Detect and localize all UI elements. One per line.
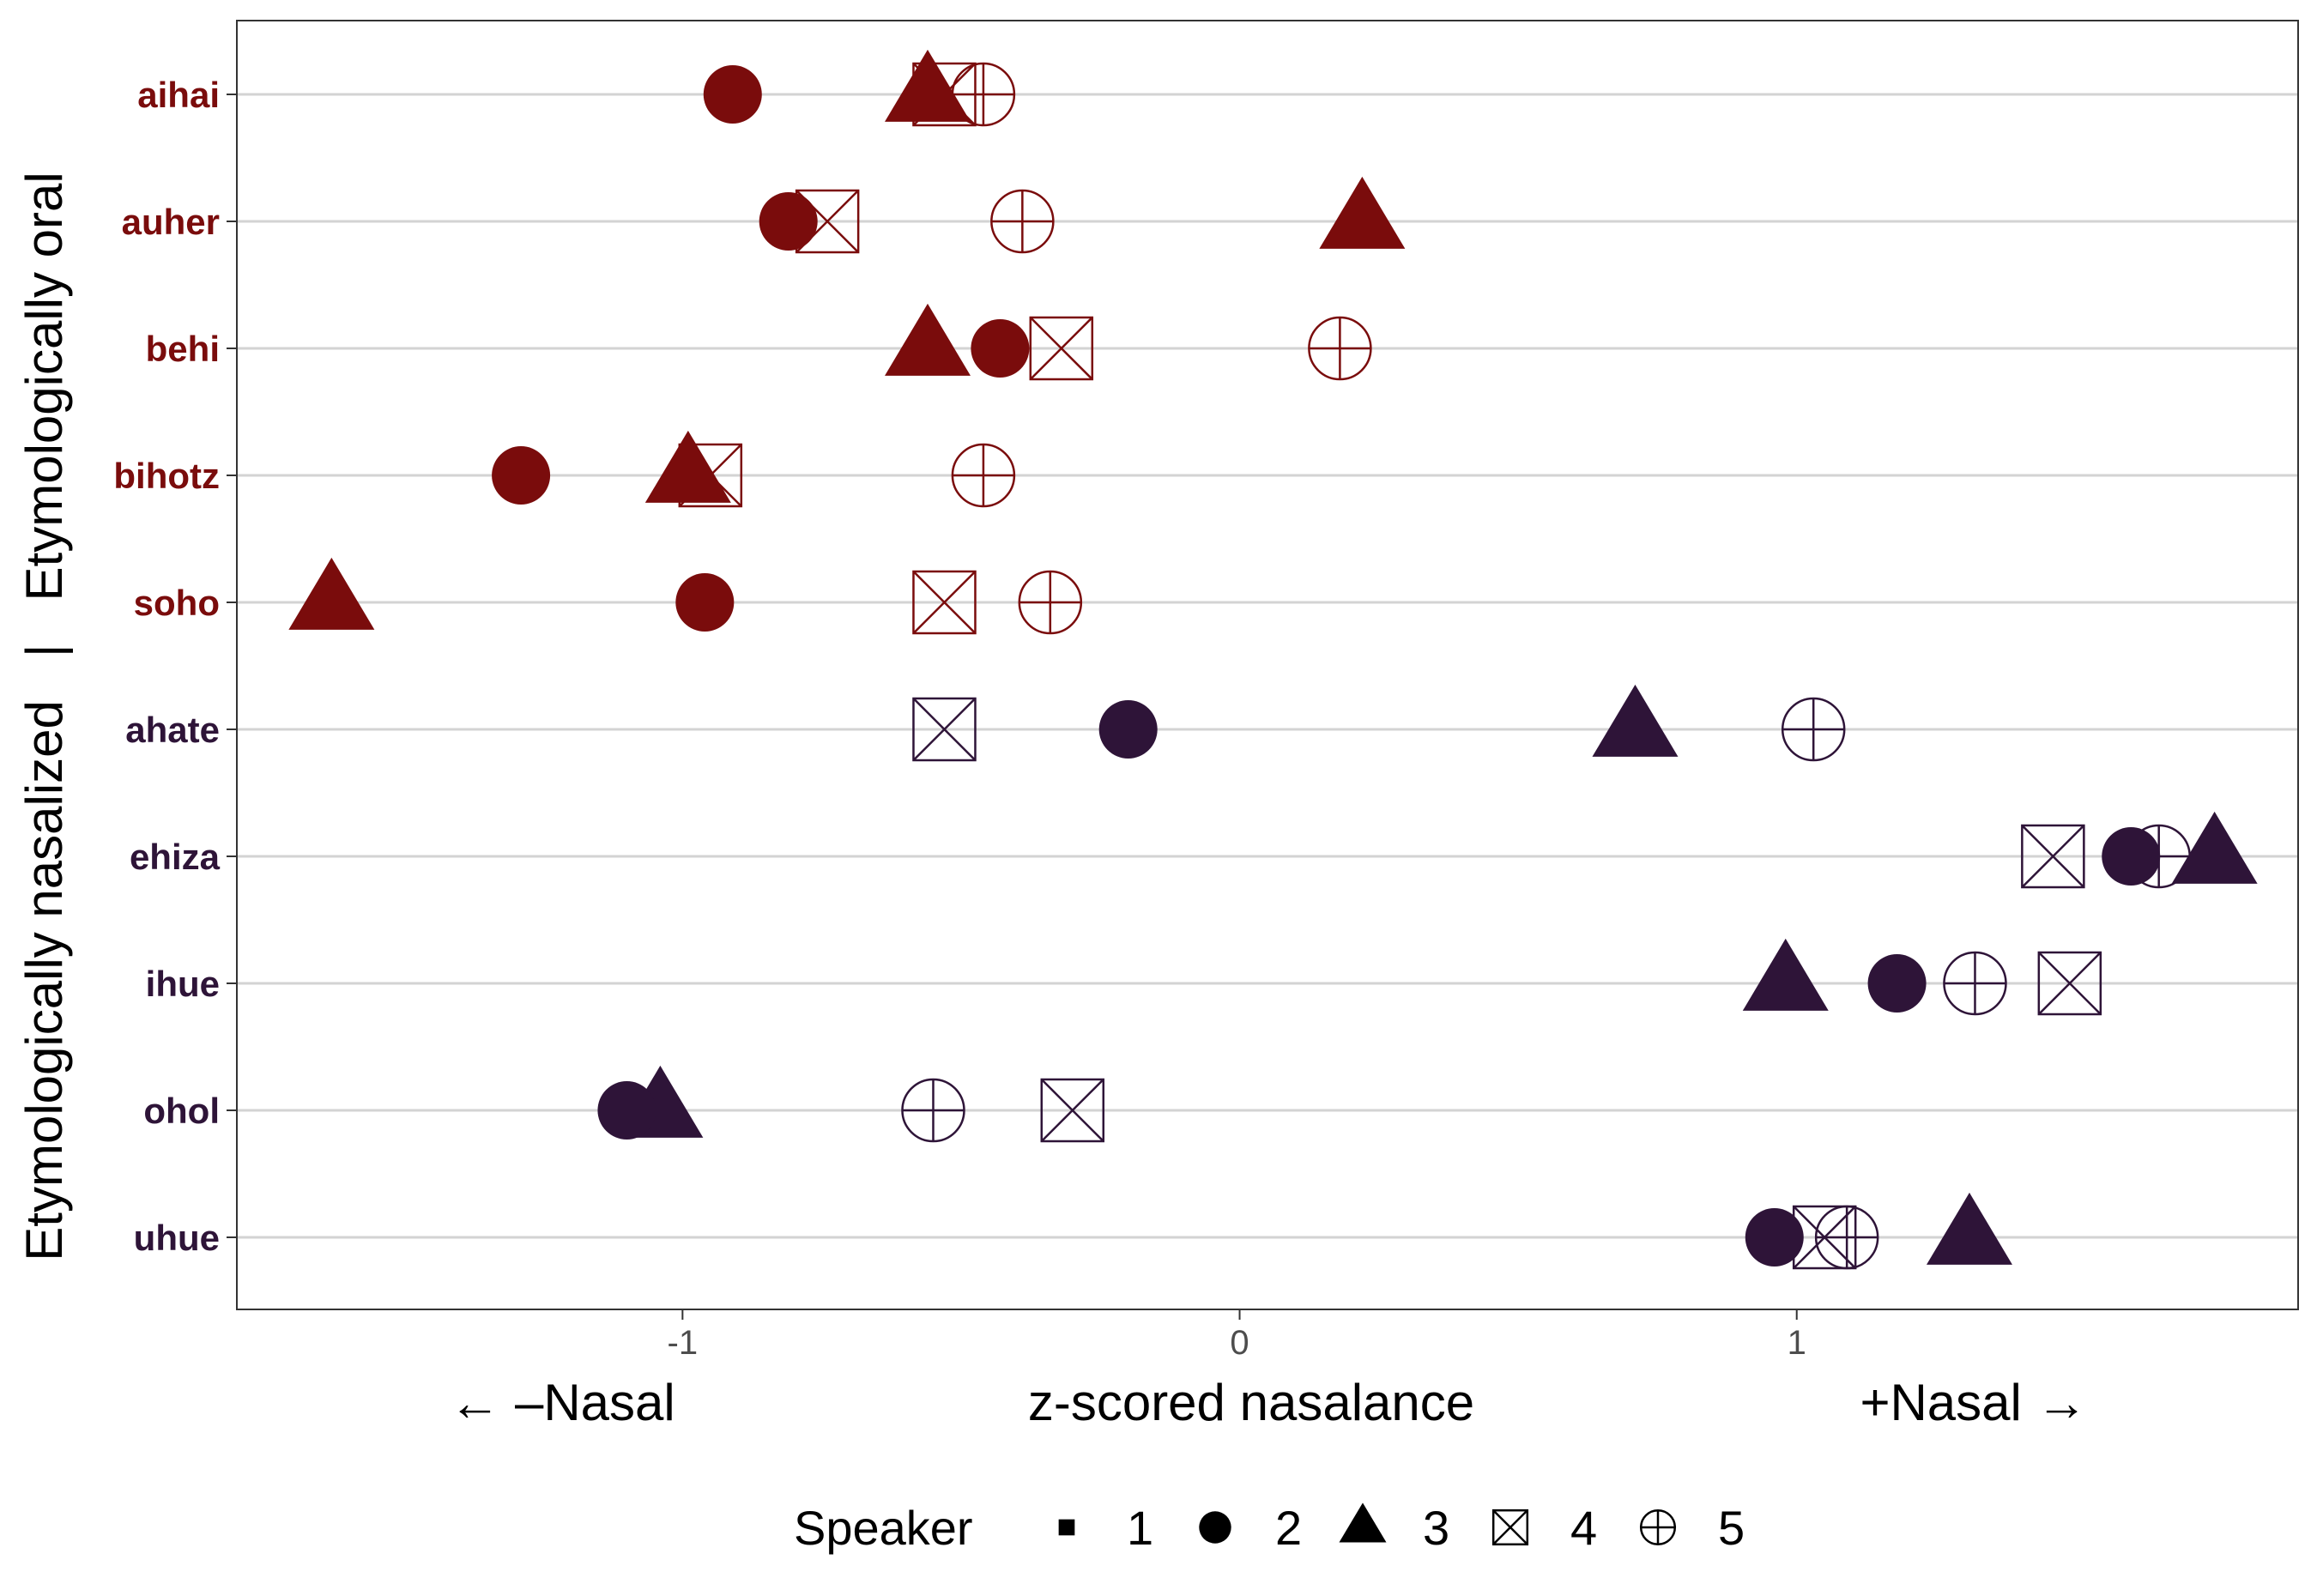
y-tick-label-behi: behi <box>146 329 220 369</box>
legend-title: Speaker <box>794 1501 973 1555</box>
y-tick-label-soho: soho <box>134 583 220 623</box>
y-axis-ticks: aihai auher behi bihotz soho ahate ehiza ihue oh… <box>113 75 237 1258</box>
y-tick-label-bihotz: bihotz <box>113 456 220 496</box>
x-tick-label: 1 <box>1788 1324 1806 1362</box>
point-speaker-2-ihue <box>1867 954 1927 1013</box>
point-speaker-4-ihue <box>2037 951 2102 1016</box>
legend-label-3: 3 <box>1423 1501 1449 1555</box>
legend-label-5: 5 <box>1718 1501 1745 1555</box>
legend-label-2: 2 <box>1275 1501 1302 1555</box>
point-speaker-2-uhue <box>1745 1208 1804 1267</box>
y-tick-label-aihai: aihai <box>137 75 220 115</box>
point-speaker-4-behi <box>1029 316 1094 381</box>
legend-key-3 <box>1339 1502 1387 1543</box>
point-speaker-2-aihai <box>703 65 762 124</box>
point-speaker-3-aihai <box>884 49 971 122</box>
legend-key-5 <box>1639 1508 1677 1546</box>
point-speaker-3-soho <box>288 557 375 630</box>
point-speaker-2-soho <box>675 573 735 632</box>
point-speaker-5-ohol <box>901 1078 965 1143</box>
x-tick-label: -1 <box>668 1324 699 1362</box>
point-speaker-2-ahate <box>1098 700 1158 759</box>
y-tick-label-ahate: ahate <box>125 710 220 750</box>
point-speaker-4-soho <box>912 570 977 635</box>
point-speaker-4-ahate <box>912 697 977 762</box>
data-points <box>288 49 2258 1270</box>
y-tick-label-ehiza: ehiza <box>130 837 221 877</box>
point-speaker-2-ehiza <box>2102 827 2161 886</box>
point-speaker-3-ehiza <box>2171 811 2258 884</box>
point-speaker-2-ohol <box>597 1081 656 1140</box>
y-tick-label-ihue: ihue <box>146 964 220 1004</box>
point-speaker-5-ahate <box>1781 697 1846 762</box>
legend-label-4: 4 <box>1570 1501 1597 1555</box>
x-tick-label: 0 <box>1230 1324 1249 1362</box>
legend-label-1: 1 <box>1127 1501 1153 1555</box>
plot-panel-border <box>236 20 2299 1310</box>
x-axis-left-label: ← –Nasal <box>449 1374 675 1431</box>
point-speaker-4-ehiza <box>2021 824 2085 889</box>
point-speaker-5-auher <box>990 189 1055 254</box>
y-tick-label-auher: auher <box>122 202 220 242</box>
legend-key-4 <box>1491 1508 1529 1546</box>
point-speaker-5-uhue <box>1814 1205 1879 1270</box>
point-speaker-2-auher <box>759 192 818 251</box>
y-axis-title: Etymologically nasalized | Etymologicall… <box>15 172 73 1260</box>
point-speaker-5-ihue <box>1943 951 2007 1016</box>
point-speaker-5-bihotz <box>951 443 1016 508</box>
x-axis-ticks: -1 0 1 <box>668 1309 1806 1362</box>
point-speaker-3-bihotz <box>644 430 731 503</box>
point-speaker-3-ahate <box>1592 684 1679 757</box>
legend-key-1 <box>1058 1519 1075 1536</box>
point-speaker-3-ihue <box>1742 938 1829 1011</box>
y-tick-label-uhue: uhue <box>134 1218 220 1258</box>
x-axis-title: z-scored nasalance <box>1028 1374 1474 1431</box>
point-speaker-4-ohol <box>1040 1078 1105 1143</box>
point-speaker-5-behi <box>1308 316 1372 381</box>
legend: Speaker 1 2 3 4 5 <box>794 1501 1745 1555</box>
point-speaker-3-behi <box>884 303 971 376</box>
point-speaker-2-behi <box>971 319 1030 378</box>
point-speaker-5-soho <box>1018 570 1083 635</box>
y-tick-label-ohol: ohol <box>143 1091 220 1131</box>
point-speaker-2-bihotz <box>492 446 551 505</box>
point-speaker-3-uhue <box>1926 1192 2012 1265</box>
point-speaker-3-auher <box>1319 176 1406 249</box>
x-axis-right-label: +Nasal → <box>1860 1374 2087 1431</box>
legend-key-2 <box>1199 1511 1231 1544</box>
